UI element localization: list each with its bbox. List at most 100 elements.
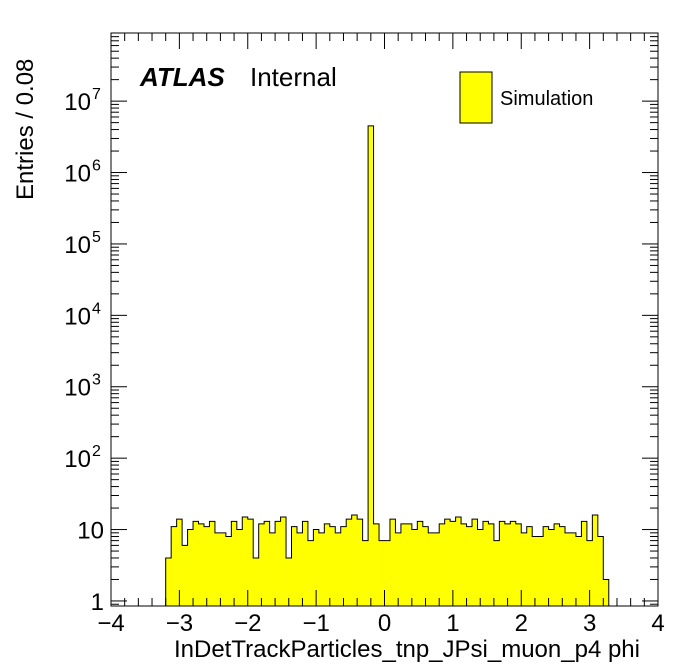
histogram-bar bbox=[346, 519, 352, 606]
histogram-bar bbox=[307, 540, 314, 606]
svg-text:2: 2 bbox=[92, 443, 101, 460]
histogram-bar bbox=[461, 523, 467, 606]
histogram-bar bbox=[450, 521, 456, 606]
svg-text:10: 10 bbox=[64, 303, 91, 330]
histogram-bar bbox=[548, 529, 555, 606]
y-tick-label: 10 4 bbox=[64, 300, 101, 330]
histogram-bar bbox=[209, 521, 216, 606]
y-tick-label: 10 3 bbox=[64, 372, 101, 402]
histogram-bar bbox=[510, 521, 517, 606]
atlas-internal-label: Internal bbox=[250, 62, 337, 92]
svg-text:10: 10 bbox=[64, 89, 91, 116]
histogram-bar bbox=[521, 532, 528, 606]
svg-text:5: 5 bbox=[92, 229, 101, 246]
histogram-bar bbox=[286, 557, 292, 606]
histogram-bar bbox=[554, 523, 560, 606]
y-tick-label: 10 6 bbox=[64, 158, 101, 188]
svg-text:10: 10 bbox=[64, 161, 91, 188]
x-tick-label: 4 bbox=[651, 610, 664, 637]
histogram-bar bbox=[171, 526, 177, 606]
histogram-bar bbox=[411, 529, 418, 606]
x-tick-label: −2 bbox=[234, 610, 261, 637]
x-tick-label: −3 bbox=[166, 610, 193, 637]
histogram-bar bbox=[329, 526, 336, 606]
histogram-bar bbox=[231, 521, 238, 606]
histogram-bar bbox=[482, 521, 489, 606]
svg-text:3: 3 bbox=[92, 372, 101, 389]
x-axis-label: InDetTrackParticles_tnp_JPsi_muon_p4 phi bbox=[174, 636, 640, 663]
histogram-bar bbox=[357, 519, 363, 606]
histogram-bar bbox=[275, 521, 281, 606]
histogram-bar bbox=[335, 532, 342, 606]
histogram-bar bbox=[526, 526, 533, 606]
histogram-bar bbox=[439, 523, 445, 606]
x-tick-label: 3 bbox=[583, 610, 596, 637]
svg-text:4: 4 bbox=[92, 300, 101, 317]
x-tick-labels: −4 −3 −2 −1 0 1 2 3 4 bbox=[97, 610, 664, 637]
histogram-bar bbox=[182, 545, 188, 606]
y-tick-label: 10 7 bbox=[64, 86, 101, 116]
histogram-bar bbox=[428, 532, 435, 606]
histogram-bar bbox=[477, 529, 484, 606]
svg-text:10: 10 bbox=[77, 518, 104, 545]
histogram-bar bbox=[225, 536, 232, 606]
histogram-bar bbox=[499, 521, 506, 606]
histogram-bar bbox=[455, 516, 462, 606]
histogram-bar bbox=[422, 526, 429, 606]
histogram-bar bbox=[214, 532, 221, 606]
histogram-bar bbox=[444, 519, 451, 606]
histogram-bar bbox=[176, 519, 183, 606]
y-tick-label: 10 2 bbox=[64, 443, 101, 473]
histogram-bar bbox=[236, 529, 243, 606]
histogram-bar bbox=[493, 540, 500, 606]
histogram-bar bbox=[258, 523, 265, 606]
histogram-bar bbox=[592, 514, 599, 606]
histogram-bar bbox=[368, 125, 374, 607]
histogram-bar bbox=[351, 514, 358, 606]
histogram-bar bbox=[395, 532, 402, 606]
svg-text:7: 7 bbox=[92, 86, 101, 103]
histogram-bar bbox=[242, 516, 249, 606]
histogram-bar bbox=[269, 532, 276, 606]
x-tick-label: −4 bbox=[97, 610, 124, 637]
histogram-bar bbox=[203, 526, 210, 606]
histogram-bar bbox=[433, 532, 440, 606]
histogram-bar bbox=[472, 519, 478, 606]
histogram-bar bbox=[565, 532, 571, 606]
histogram-bar bbox=[586, 540, 593, 606]
x-tick-label: 2 bbox=[515, 610, 528, 637]
y-tick-label: 10 bbox=[77, 518, 104, 545]
histogram-bar bbox=[597, 536, 604, 606]
x-tick-label: −1 bbox=[302, 610, 329, 637]
histogram-bar bbox=[165, 557, 172, 606]
histogram-bar bbox=[504, 523, 511, 606]
histogram-bar bbox=[264, 521, 270, 606]
histogram-bar bbox=[362, 540, 369, 606]
histogram-bars bbox=[165, 125, 610, 607]
histogram-bar bbox=[406, 523, 413, 606]
legend-label: Simulation bbox=[500, 88, 593, 110]
histogram-bar bbox=[559, 526, 566, 606]
histogram-bar bbox=[379, 540, 385, 606]
histogram-bar bbox=[515, 523, 522, 606]
histogram-outline bbox=[165, 125, 610, 606]
histogram-bar bbox=[543, 526, 549, 606]
histogram-bar bbox=[466, 526, 473, 606]
histogram-bar bbox=[324, 523, 331, 606]
histogram-bar bbox=[570, 532, 577, 606]
axis-ticks bbox=[110, 32, 659, 606]
histogram-bar bbox=[581, 521, 588, 606]
histogram-bar bbox=[340, 526, 347, 606]
histogram-bar bbox=[389, 519, 396, 606]
histogram-bar bbox=[417, 521, 424, 606]
x-tick-label: 1 bbox=[446, 610, 459, 637]
histogram-bar bbox=[187, 529, 194, 606]
histogram-bar bbox=[313, 529, 320, 606]
y-tick-label: 10 5 bbox=[64, 229, 101, 259]
svg-text:1: 1 bbox=[91, 589, 104, 616]
x-tick-label: 0 bbox=[378, 610, 391, 637]
histogram-bar bbox=[318, 532, 325, 606]
histogram-bar bbox=[603, 579, 610, 606]
histogram-bar bbox=[220, 532, 227, 606]
